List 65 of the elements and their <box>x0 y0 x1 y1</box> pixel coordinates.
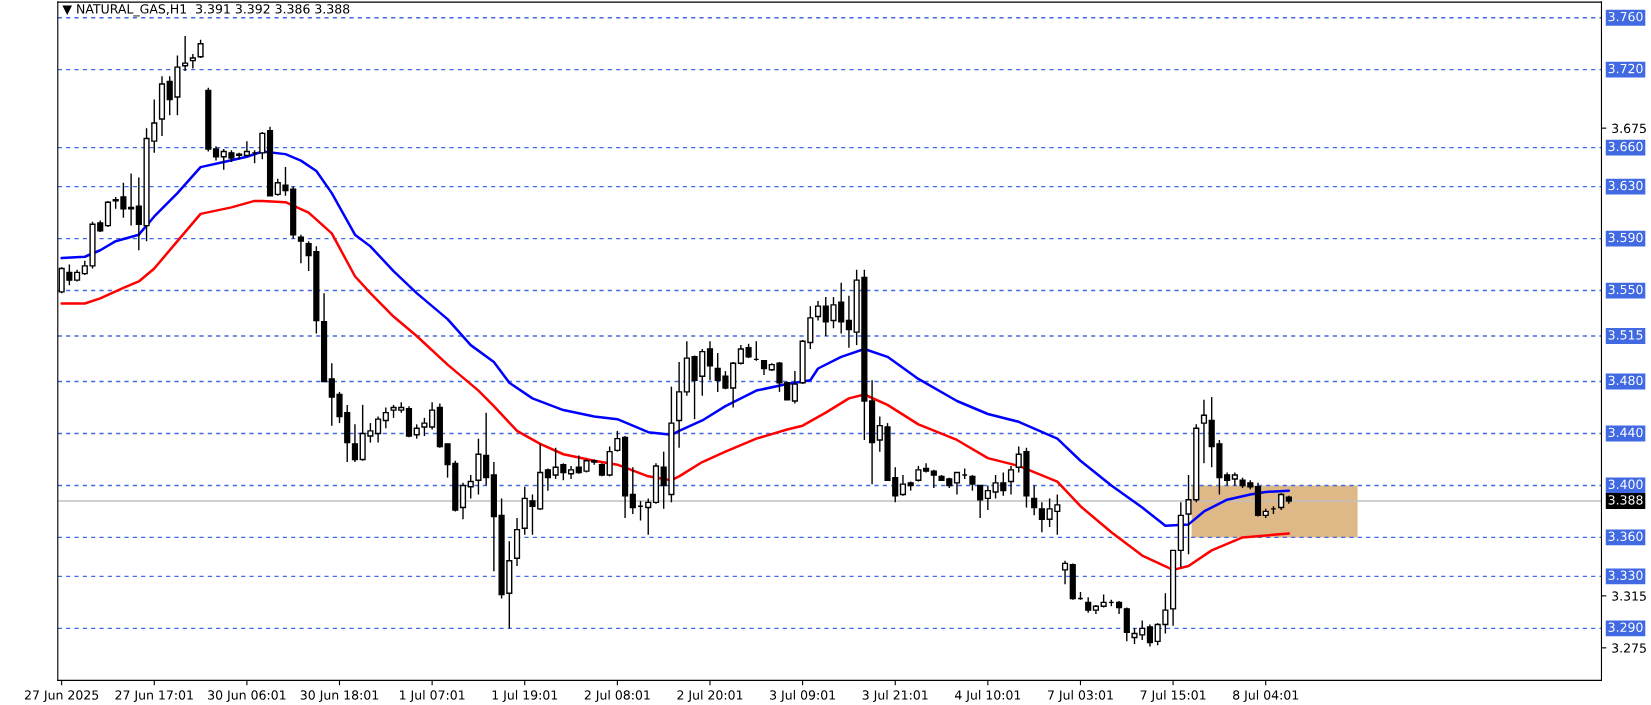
candlestick <box>297 233 305 264</box>
candlestick <box>791 370 798 405</box>
candlestick <box>606 445 613 478</box>
ref-line-label: 3.630 <box>1608 180 1643 191</box>
ref-line-label: 3.480 <box>1608 375 1643 386</box>
chart-title: ▼ NATURAL_GAS,H1 3.391 3.392 3.386 3.388 <box>62 4 350 17</box>
candlestick <box>1061 560 1069 585</box>
x-tick-label: 1 Jul 19:01 <box>492 690 558 703</box>
y-tick-label: 3.315 <box>1612 591 1646 601</box>
candlestick <box>706 340 714 381</box>
candlestick <box>953 471 961 496</box>
x-tick-label: 8 Jul 04:01 <box>1233 690 1299 703</box>
x-tick-label: 2 Jul 08:01 <box>584 690 650 703</box>
x-tick-label: 27 Jun 17:01 <box>115 690 193 703</box>
candlestick <box>1038 501 1045 533</box>
candlestick <box>629 466 636 515</box>
candlestick <box>814 300 822 322</box>
ref-line-label: 3.720 <box>1608 63 1643 74</box>
candlestick <box>189 53 196 70</box>
x-tick-label: 7 Jul 03:01 <box>1048 690 1113 703</box>
x-tick-label: 1 Jul 07:01 <box>400 690 465 703</box>
candlestick <box>382 406 389 429</box>
candlestick <box>429 401 436 431</box>
candlestick <box>614 430 621 453</box>
y-tick-label: 3.675 <box>1612 123 1646 134</box>
x-tick-label: 4 Jul 10:01 <box>954 690 1021 703</box>
x-tick-label: 3 Jul 21:01 <box>862 690 928 703</box>
candlestick <box>977 484 984 519</box>
x-tick-label: 30 Jun 06:01 <box>208 690 286 703</box>
x-tick-label: 3 Jul 09:01 <box>770 690 835 703</box>
ref-line-label: 3.330 <box>1608 570 1643 581</box>
candlestick <box>1031 484 1038 517</box>
y-tick-label: 3.275 <box>1612 643 1646 653</box>
candlestick <box>845 295 853 349</box>
ref-line-label: 3.515 <box>1608 330 1643 340</box>
ref-line-label: 3.590 <box>1608 232 1643 243</box>
ref-line-label: 3.440 <box>1608 427 1643 438</box>
x-tick-label: 2 Jul 20:01 <box>677 690 743 703</box>
candlestick <box>197 39 204 59</box>
x-tick-label: 30 Jun 18:01 <box>300 690 379 703</box>
candlestick <box>375 415 382 444</box>
candlestick <box>899 474 907 497</box>
candlestick <box>421 417 428 437</box>
line-series <box>60 199 1291 572</box>
candlestick <box>459 482 467 520</box>
candlestick <box>259 131 266 161</box>
candlestick <box>104 200 112 228</box>
candlestick <box>243 140 250 158</box>
candlestick <box>1200 398 1208 465</box>
ref-line-label: 3.550 <box>1608 284 1643 295</box>
candlestick <box>351 423 359 463</box>
ref-line-label: 3.388 <box>1608 495 1643 505</box>
candlestick <box>467 474 474 500</box>
candlestick <box>1146 623 1154 648</box>
x-tick-label: 7 Jul 15:01 <box>1140 690 1206 703</box>
ref-line-label: 3.760 <box>1608 11 1643 22</box>
ref-line-label: 3.400 <box>1608 479 1643 490</box>
candlestick <box>1007 465 1015 496</box>
x-tick-label: 27 Jun 2025 <box>24 690 99 703</box>
candlestick <box>182 35 189 72</box>
ref-line-label: 3.290 <box>1608 622 1643 632</box>
candlestick <box>1123 606 1130 643</box>
ref-line-label: 3.660 <box>1608 141 1643 152</box>
candlestick <box>645 497 652 536</box>
ref-line-label: 3.360 <box>1608 531 1643 542</box>
